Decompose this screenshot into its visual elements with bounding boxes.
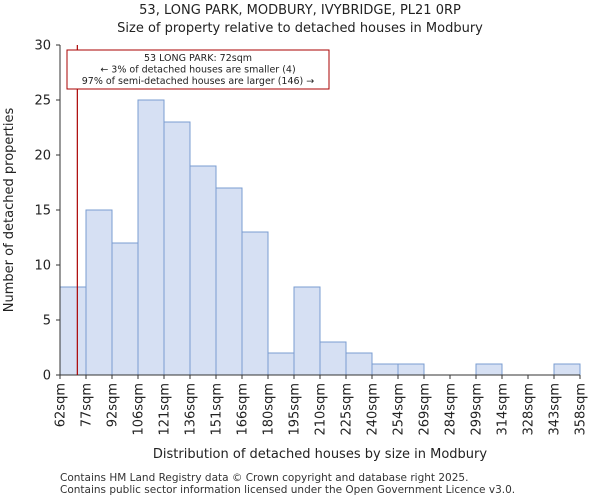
footer-copyright: Contains HM Land Registry data © Crown c… [60, 472, 469, 484]
annotation-frame [66, 49, 330, 90]
x-axis-label: Distribution of detached houses by size … [153, 447, 487, 462]
x-tick-label: 358sqm [574, 383, 589, 436]
bars-group [59, 99, 581, 376]
y-tick-label: 25 [34, 94, 51, 109]
x-tick-label: 180sqm [262, 383, 277, 436]
footer-licence: Contains public sector information licen… [60, 484, 516, 496]
x-tick-label: 210sqm [314, 383, 329, 436]
annotation-text: ← 3% of detached houses are smaller (4) [100, 65, 295, 76]
bar [163, 121, 191, 376]
bar [137, 99, 165, 376]
x-tick-label: 328sqm [522, 383, 537, 436]
x-tick-label: 166sqm [236, 383, 251, 436]
y-tick-label: 15 [34, 204, 51, 219]
histogram-chart: 0 5 10 15 20 25 30 62sqm 77sqm 92sqm 106sqm 121sqm 1… [2, 39, 589, 463]
x-tick-label: 77sqm [80, 383, 95, 427]
y-tick-label: 5 [43, 314, 51, 329]
x-tick-label: 195sqm [288, 383, 303, 436]
annotation-box: 53 LONG PARK: 72sqm← 3% of detached hous… [66, 49, 330, 90]
x-tick-label: 62sqm [54, 383, 69, 427]
x-tick-label: 225sqm [340, 383, 355, 436]
chart-title-subtitle: Size of property relative to detached ho… [117, 21, 483, 36]
y-tick-label: 20 [34, 149, 51, 164]
bar [553, 363, 581, 376]
x-tick-label: 106sqm [132, 383, 147, 436]
bar [267, 352, 295, 376]
y-tick-label: 30 [34, 39, 51, 54]
x-tick-label: 136sqm [184, 383, 199, 436]
bar [397, 363, 425, 376]
x-tick-label: 92sqm [106, 383, 121, 427]
bar [189, 165, 217, 376]
x-tick-label: 240sqm [366, 383, 381, 436]
axes-group [56, 44, 581, 379]
y-axis-label: Number of detached properties [2, 108, 17, 313]
bar [345, 352, 373, 376]
chart-title-address: 53, LONG PARK, MODBURY, IVYBRIDGE, PL21 … [139, 3, 461, 18]
annotation-text: 53 LONG PARK: 72sqm [144, 53, 252, 64]
x-tick-label: 121sqm [158, 383, 173, 436]
bar [111, 242, 139, 376]
labels-group: 0 5 10 15 20 25 30 62sqm 77sqm 92sqm 106sqm 121sqm 1… [2, 39, 589, 463]
annotation-text: 97% of semi-detached houses are larger (… [82, 76, 315, 87]
bar [475, 363, 503, 376]
bar [241, 231, 269, 376]
bar [215, 187, 243, 376]
x-tick-label: 284sqm [444, 383, 459, 436]
x-tick-label: 151sqm [210, 383, 225, 436]
y-tick-label: 10 [34, 259, 51, 274]
x-tick-label: 314sqm [496, 383, 511, 436]
y-tick-label: 0 [43, 369, 51, 384]
x-tick-label: 343sqm [548, 383, 563, 436]
bar [293, 286, 321, 376]
bar [85, 209, 113, 376]
bar [371, 363, 399, 376]
x-tick-label: 299sqm [470, 383, 485, 436]
x-tick-label: 254sqm [392, 383, 407, 436]
bar [59, 286, 87, 376]
bar [319, 341, 347, 376]
x-tick-label: 269sqm [418, 383, 433, 436]
